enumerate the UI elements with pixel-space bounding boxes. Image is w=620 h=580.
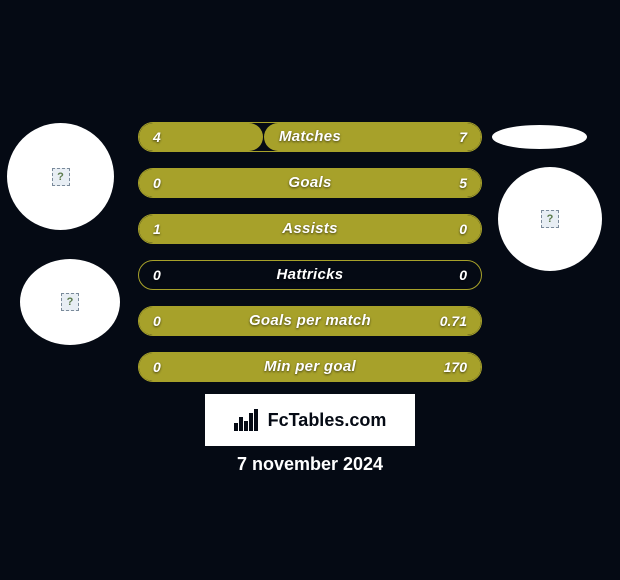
stat-row: 05Goals	[138, 168, 482, 198]
image-placeholder-icon: ?	[541, 210, 559, 228]
image-placeholder-icon: ?	[52, 168, 70, 186]
stat-row: 47Matches	[138, 122, 482, 152]
stat-label: Hattricks	[139, 261, 481, 289]
stat-row: 00Hattricks	[138, 260, 482, 290]
source-badge-text: FcTables.com	[268, 410, 387, 431]
stat-label: Goals per match	[139, 307, 481, 335]
stat-row: 10Assists	[138, 214, 482, 244]
stat-row: 0170Min per goal	[138, 352, 482, 382]
avatar-left-top: ?	[7, 123, 114, 230]
stat-label: Goals	[139, 169, 481, 197]
source-badge: FcTables.com	[205, 394, 415, 446]
date-text: 7 november 2024	[0, 454, 620, 475]
fctables-logo-icon	[234, 409, 260, 431]
comparison-rows: 47Matches 05Goals 10Assists 00Hattricks 00.7…	[138, 122, 482, 398]
avatar-right-flat	[492, 125, 587, 149]
stat-label: Assists	[139, 215, 481, 243]
avatar-left-bottom: ?	[20, 259, 120, 345]
stat-label: Matches	[139, 123, 481, 151]
avatar-right: ?	[498, 167, 602, 271]
stat-row: 00.71Goals per match	[138, 306, 482, 336]
stat-label: Min per goal	[139, 353, 481, 381]
image-placeholder-icon: ?	[61, 293, 79, 311]
